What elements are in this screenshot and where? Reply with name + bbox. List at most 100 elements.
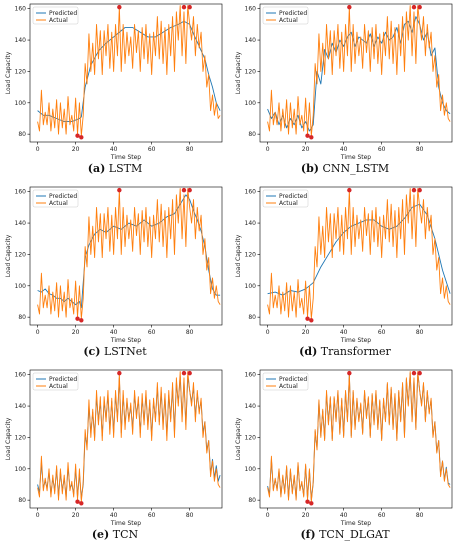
x-tick-label: 80 (186, 146, 194, 153)
y-tick-label: 160 (15, 372, 27, 379)
x-tick-label: 80 (186, 512, 194, 519)
x-axis-label: Time Step (340, 337, 371, 344)
caption-cnn-lstm: (b) CNN_LSTM (230, 162, 460, 175)
caption-tcn: (e) TCN (0, 528, 230, 541)
x-tick-label: 80 (416, 512, 424, 519)
caption-name: CNN_LSTM (322, 162, 390, 175)
peak-marker (181, 187, 187, 193)
peak-marker (347, 370, 352, 376)
chart-tcn: 0 20 40 60 80 80 100 120 140 160 Time Step Load Cap… (5, 369, 223, 527)
caption-label: (f) (300, 528, 316, 541)
caption-name: TCN (112, 528, 139, 541)
x-tick-label: 60 (148, 329, 156, 336)
x-tick-label: 60 (148, 512, 156, 519)
y-tick-label: 100 (15, 100, 27, 107)
caption-name: TCN_DLGAT (319, 528, 390, 541)
x-tick-label: 20 (72, 329, 80, 336)
y-tick-label: 100 (15, 466, 27, 473)
series-line-actual (267, 188, 451, 320)
peak-marker (309, 501, 314, 506)
peak-marker (181, 4, 187, 10)
peak-marker (411, 370, 417, 376)
caption-label: (a) (87, 162, 106, 175)
x-tick-label: 60 (378, 329, 386, 336)
y-tick-label: 80 (248, 314, 256, 321)
chart-tcn-dlgat: 0 20 40 60 80 80 100 120 140 160 Time Step Load Cap… (235, 369, 453, 527)
y-tick-label: 120 (245, 434, 257, 441)
series-line-predicted (267, 203, 451, 296)
x-tick-label: 20 (302, 329, 310, 336)
plot-frame (29, 369, 223, 509)
x-tick-label: 20 (72, 512, 80, 519)
legend-label-actual: Actual (49, 200, 68, 207)
series-line-actual (37, 5, 221, 137)
series-line-predicted (37, 20, 221, 123)
plot-frame (259, 3, 453, 143)
y-tick-label: 100 (245, 283, 257, 290)
legend-label-predicted: Predicted (279, 376, 307, 383)
x-tick-label: 80 (416, 146, 424, 153)
peak-marker (79, 135, 84, 140)
peak-marker (305, 133, 310, 138)
peak-marker (117, 370, 122, 376)
caption-name: LSTM (108, 162, 143, 175)
y-tick-label: 160 (245, 372, 257, 379)
y-tick-label: 160 (245, 189, 257, 196)
x-tick-label: 40 (110, 512, 118, 519)
series-line-actual (37, 371, 221, 503)
peak-marker (79, 501, 84, 506)
legend-label-predicted: Predicted (49, 10, 77, 17)
legend-label-predicted: Predicted (279, 193, 307, 200)
legend-label-predicted: Predicted (279, 10, 307, 17)
peak-marker (417, 4, 422, 10)
y-tick-label: 160 (15, 189, 27, 196)
caption-label: (b) (300, 162, 319, 175)
y-axis-label: Load Capacity (235, 234, 242, 277)
peak-marker (305, 316, 310, 321)
legend-label-actual: Actual (279, 17, 298, 24)
y-tick-label: 100 (15, 283, 27, 290)
chart-panel-lstnet: 0 20 40 60 80 80 100 120 140 160 Time Step Load Cap… (0, 183, 230, 366)
y-tick-label: 160 (245, 6, 257, 13)
peak-marker (79, 318, 84, 323)
y-axis-label: Load Capacity (235, 51, 242, 94)
legend-label-actual: Actual (49, 17, 68, 24)
plot-frame (29, 186, 223, 326)
x-axis-label: Time Step (340, 520, 371, 527)
y-tick-label: 140 (15, 220, 27, 227)
x-axis-label: Time Step (110, 337, 141, 344)
chart-cnn-lstm: 0 20 40 60 80 80 100 120 140 160 Time Step Load Cap… (235, 3, 453, 161)
caption-label: (d) (299, 345, 318, 358)
caption-lstnet: (c) LSTNet (0, 345, 230, 358)
x-tick-label: 0 (266, 329, 270, 336)
peak-marker (187, 187, 192, 193)
y-tick-label: 120 (245, 251, 257, 258)
y-axis-label: Load Capacity (5, 51, 12, 94)
caption-label: (e) (91, 528, 110, 541)
peak-marker (411, 4, 417, 10)
x-tick-label: 80 (416, 329, 424, 336)
legend-label-predicted: Predicted (49, 376, 77, 383)
x-tick-label: 0 (266, 146, 270, 153)
peak-marker (411, 187, 417, 193)
caption-name: Transformer (320, 345, 391, 358)
peak-marker (347, 4, 352, 10)
plot-frame (259, 186, 453, 326)
y-axis-label: Load Capacity (5, 234, 12, 277)
x-tick-label: 60 (378, 146, 386, 153)
x-tick-label: 0 (36, 329, 40, 336)
series-line-actual (267, 5, 451, 137)
legend-label-actual: Actual (279, 383, 298, 390)
y-tick-label: 120 (15, 68, 27, 75)
chart-panel-lstm: 0 20 40 60 80 80 100 120 140 160 Time Step Load Cap… (0, 0, 230, 183)
legend-label-predicted: Predicted (49, 193, 77, 200)
peak-marker (347, 187, 352, 193)
peak-marker (117, 187, 122, 193)
chart-transformer: 0 20 40 60 80 80 100 120 140 160 Time Step Load Cap… (235, 186, 453, 344)
x-tick-label: 80 (186, 329, 194, 336)
series-line-actual (37, 188, 221, 320)
y-tick-label: 140 (245, 220, 257, 227)
